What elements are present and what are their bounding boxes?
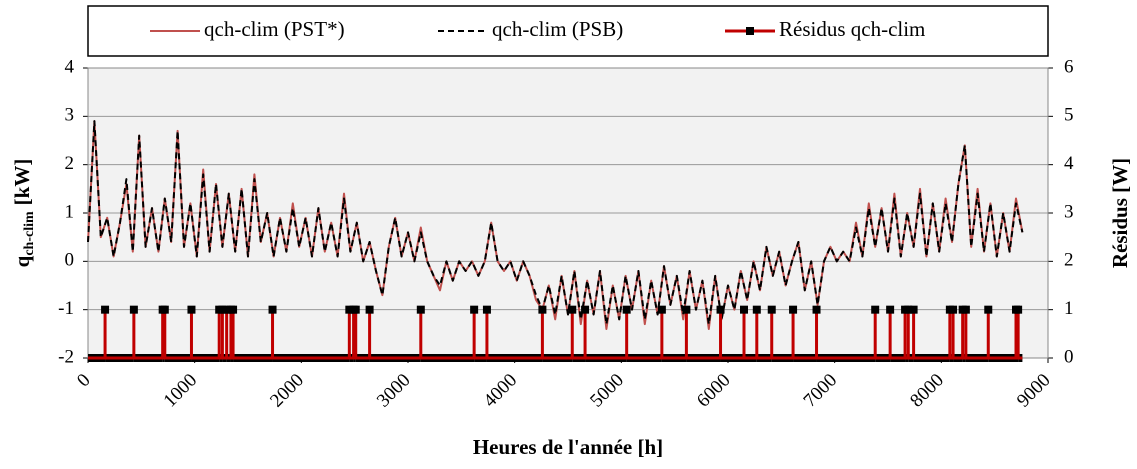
- y2-tick-label: 5: [1064, 105, 1074, 126]
- marker: [222, 305, 231, 314]
- x-tick-label: 7000: [800, 370, 842, 412]
- marker: [716, 305, 725, 314]
- marker: [767, 305, 776, 314]
- x-tick-label: 4000: [480, 370, 522, 412]
- x-tick-label: 9000: [1013, 370, 1055, 412]
- marker: [886, 305, 895, 314]
- marker: [904, 305, 913, 314]
- marker: [961, 305, 970, 314]
- series-line: [87, 120, 1024, 326]
- marker: [538, 305, 547, 314]
- x-tick-label: 3000: [373, 370, 415, 412]
- y2-tick-label: 4: [1064, 153, 1074, 174]
- marker: [789, 305, 798, 314]
- marker: [909, 305, 918, 314]
- marker: [101, 305, 110, 314]
- y-axis-label: qch-clim [kW]: [10, 159, 37, 268]
- marker: [268, 305, 277, 314]
- marker: [129, 305, 138, 314]
- marker: [752, 305, 761, 314]
- marker: [470, 305, 479, 314]
- x-tick-label: 0: [73, 370, 95, 392]
- legend-label: Résidus qch-clim: [779, 17, 925, 41]
- marker: [218, 305, 227, 314]
- y2-tick-label: 0: [1064, 346, 1074, 367]
- marker: [482, 305, 491, 314]
- y2-tick-label: 6: [1064, 56, 1074, 77]
- marker: [622, 305, 631, 314]
- y-tick-label: 2: [65, 153, 75, 174]
- marker: [345, 305, 354, 314]
- marker: [949, 305, 958, 314]
- marker: [871, 305, 880, 314]
- y2-tick-label: 3: [1064, 201, 1074, 222]
- marker: [1014, 305, 1023, 314]
- y-label-unit: [kW]: [10, 159, 34, 206]
- marker: [682, 305, 691, 314]
- x-axis-label: Heures de l'année [h]: [473, 435, 663, 459]
- series-line: [88, 308, 1023, 360]
- legend-box: [87, 5, 1049, 57]
- y-tick-label: 1: [65, 201, 75, 222]
- legend-marker: [746, 27, 754, 35]
- y2-axis-label: Résidus [W]: [1108, 158, 1132, 268]
- y2-tick-label: 2: [1064, 250, 1074, 271]
- marker: [568, 305, 577, 314]
- y-label-sub: ch-clim: [22, 211, 37, 256]
- marker: [160, 305, 169, 314]
- x-tick-label: 6000: [693, 370, 735, 412]
- legend-label: qch-clim (PSB): [492, 17, 623, 41]
- y2-tick-label: 1: [1064, 298, 1074, 319]
- y-tick-label: -1: [58, 298, 74, 319]
- marker: [365, 305, 374, 314]
- marker: [740, 305, 748, 314]
- marker: [657, 305, 666, 314]
- y-tick-label: 4: [65, 56, 75, 77]
- y-tick-label: 3: [65, 105, 75, 126]
- x-tick-label: 8000: [906, 370, 948, 412]
- y-tick-label: -2: [58, 346, 74, 367]
- y-label-main: q: [10, 255, 34, 267]
- marker: [416, 305, 425, 314]
- marker: [984, 305, 993, 314]
- marker: [812, 305, 821, 314]
- marker: [351, 305, 360, 314]
- y-tick-label: 0: [65, 250, 75, 271]
- marker: [229, 305, 238, 314]
- marker: [581, 305, 590, 314]
- legend-label: qch-clim (PST*): [204, 17, 345, 41]
- x-tick-label: 2000: [266, 370, 308, 412]
- x-tick-label: 1000: [160, 370, 202, 412]
- x-tick-label: 5000: [586, 370, 628, 412]
- marker: [187, 305, 196, 314]
